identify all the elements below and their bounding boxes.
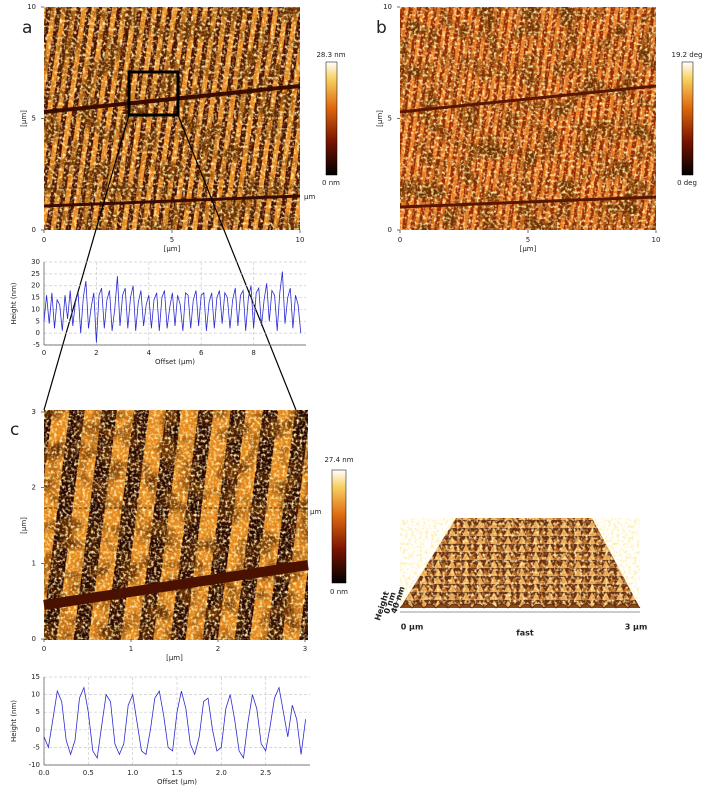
x-tick-label: 5 [526,236,530,244]
panel-label: b [376,18,387,38]
x-tick-label: 1.0 [127,769,138,777]
panel-label: a [22,18,32,38]
y-tick-label: -5 [33,341,40,349]
zoom-line [43,114,130,411]
x-axis-label: Offset (µm) [155,358,195,366]
zoom-line [177,114,297,411]
x-tick-label: 0 [42,236,46,244]
y-tick-label: 3 [32,408,36,416]
y-axis-label: Height (nm) [10,700,18,742]
y-axis-label: Height (nm) [10,282,18,324]
axis-start: 0 µm [401,623,424,632]
x-tick-label: 5 [170,236,174,244]
profile-line [43,686,306,760]
panel-label: c [10,420,19,440]
surface-3d [391,518,641,613]
colorbar-max: 19.2 deg [671,51,702,59]
x-tick-label: 1.5 [171,769,182,777]
colorbar-max: 27.4 nm [324,456,353,464]
x-tick-label: 8 [251,349,255,357]
x-tick-label: 10 [652,236,661,244]
y-tick-label: 5 [388,115,392,123]
x-axis-label: [µm] [520,245,537,253]
y-axis-label: [µm] [376,110,384,127]
x-tick-label: 0 [42,645,46,653]
y-tick-label: 10 [383,3,392,11]
profile-line [43,271,302,343]
x-tick-label: 0.5 [83,769,94,777]
y-tick-label: 0 [388,226,392,234]
x-axis-label: Offset (µm) [157,778,197,786]
x-axis-label: [µm] [164,245,181,253]
y-tick-label: -5 [33,743,40,751]
x-tick-label: 0 [398,236,402,244]
x-axis-label: [µm] [166,654,183,662]
x-tick-label: 2.0 [216,769,227,777]
marker-label: µm [304,193,315,201]
y-tick-label: 0 [36,726,40,734]
y-tick-label: 15 [31,673,40,681]
colorbar-b [681,61,694,176]
x-tick-label: 1 [129,645,133,653]
afm-image-c [43,410,309,640]
colorbar-a [325,61,338,176]
x-tick-label: 2 [94,349,98,357]
y-tick-label: 20 [31,282,40,290]
axis-end: 3 µm [625,623,648,632]
y-tick-label: 25 [31,270,40,278]
colorbar-c [331,469,347,584]
x-tick-label: 2.5 [260,769,271,777]
y-tick-label: 5 [32,115,36,123]
y-tick-label: 0 [32,226,36,234]
y-tick-label: 5 [36,708,40,716]
x-tick-label: 2 [216,645,220,653]
afm-image-a [43,7,301,230]
x-tick-label: 4 [147,349,152,357]
y-tick-label: 0 [36,329,40,337]
x-tick-label: 6 [199,349,204,357]
y-tick-label: 10 [31,305,40,313]
colorbar-min: 0 nm [330,588,348,596]
y-axis-label: [µm] [20,517,28,534]
x-tick-label: 3 [303,645,307,653]
y-tick-label: -10 [29,761,40,769]
y-tick-label: 2 [32,484,36,492]
colorbar-min: 0 deg [677,179,697,187]
y-tick-label: 30 [31,258,40,266]
x-tick-label: 0.0 [38,769,49,777]
colorbar-max: 28.3 nm [316,51,345,59]
y-tick-label: 10 [31,691,40,699]
y-tick-label: 0 [32,635,36,643]
colorbar-min: 0 nm [322,179,340,187]
y-tick-label: 1 [32,559,36,567]
y-tick-label: 5 [36,317,40,325]
x-tick-label: 0 [42,349,46,357]
x-tick-label: 10 [296,236,305,244]
y-axis-label: [µm] [20,110,28,127]
axis-label: fast [516,629,534,638]
marker-label: µm [310,508,321,516]
y-tick-label: 15 [31,294,40,302]
afm-image-b [399,7,657,230]
y-tick-label: 10 [27,3,36,11]
